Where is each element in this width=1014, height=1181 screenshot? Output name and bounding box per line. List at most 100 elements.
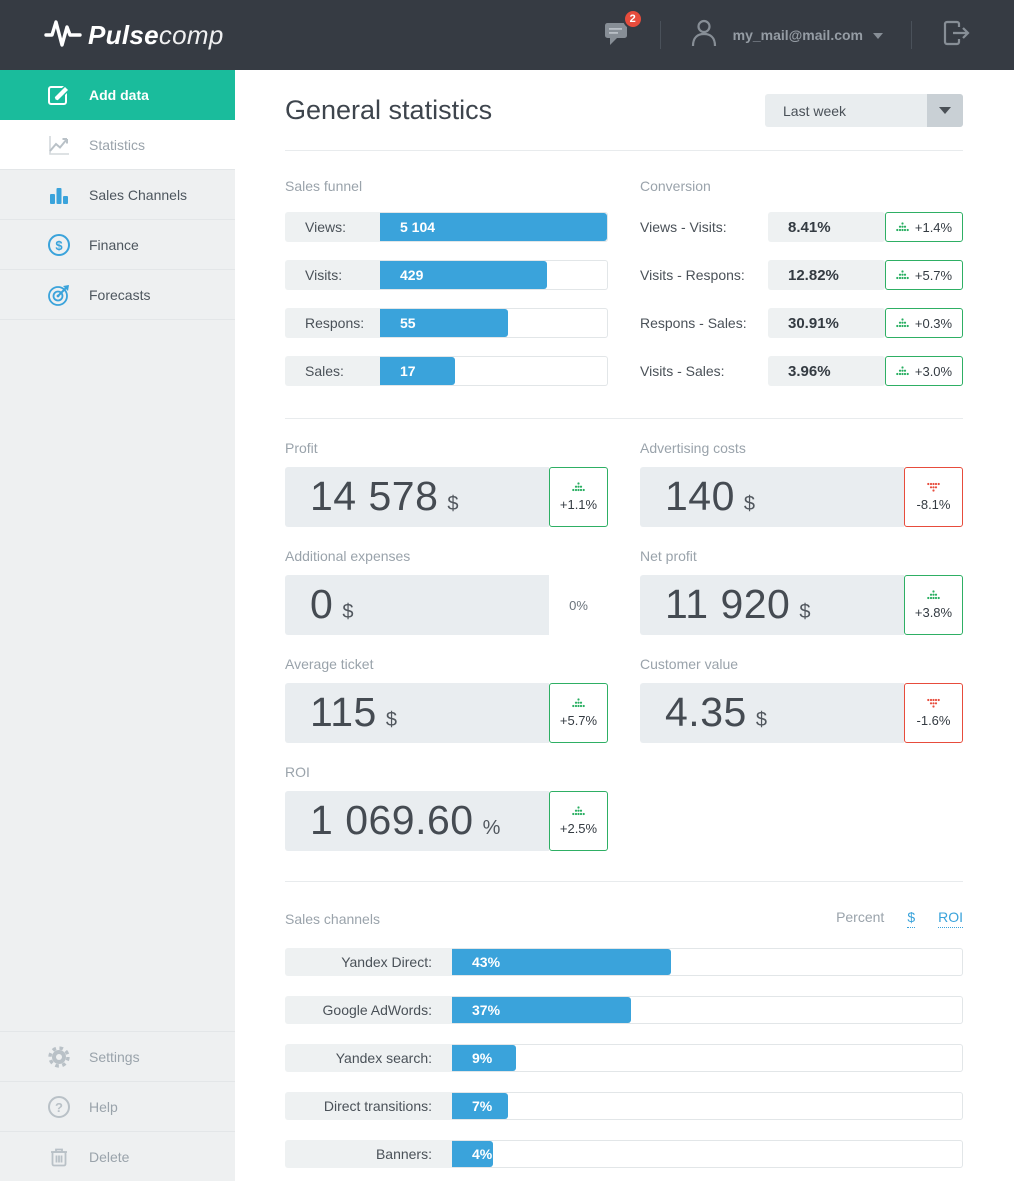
trend-delta: -1.6%	[916, 713, 951, 728]
metric-unit: %	[482, 817, 501, 839]
user-icon	[689, 17, 719, 54]
trend-badge: 0%	[549, 575, 608, 635]
trend-delta: 0%	[569, 597, 588, 613]
trend-badge: +0.3%	[885, 308, 963, 338]
channel-row: Yandex search: 9%	[285, 1044, 963, 1072]
metric-value: 14 578	[310, 473, 439, 519]
funnel-row: Sales: 17	[285, 356, 608, 386]
channel-label: Yandex Direct:	[285, 948, 452, 976]
mode-percent[interactable]: Percent	[836, 909, 885, 925]
sidebar-item-label: Delete	[89, 1148, 130, 1165]
messages-count-badge: 2	[622, 8, 643, 29]
user-menu[interactable]: my_mail@mail.com	[689, 17, 883, 54]
messages-button[interactable]: 2	[602, 8, 643, 53]
conversion-value: 30.91%	[768, 308, 885, 338]
sales-channels-section: Sales channels Percent $ ROI Yandex Dire…	[285, 909, 963, 1168]
sidebar-item-label: Help	[89, 1098, 118, 1115]
funnel-row-label: Sales:	[285, 356, 380, 386]
channel-row: Google AdWords: 37%	[285, 996, 963, 1024]
trend-up-dots-icon	[896, 270, 909, 280]
main-content: General statistics Last week Sales funne…	[235, 70, 1014, 1181]
funnel-bar-value: 17	[400, 363, 416, 379]
sidebar-item-sales-channels[interactable]: Sales Channels	[0, 170, 235, 220]
trend-delta: +2.5%	[559, 821, 598, 836]
funnel-row-label: Visits:	[285, 260, 380, 290]
trend-badge: +3.0%	[885, 356, 963, 386]
trend-up-dots-icon	[572, 482, 585, 492]
svg-text:?: ?	[55, 1100, 63, 1115]
metric-unit: $	[385, 709, 397, 731]
gear-icon	[45, 1044, 73, 1070]
channel-row: Yandex Direct: 43%	[285, 948, 963, 976]
trend-delta: +1.4%	[914, 219, 953, 235]
section-title: Conversion	[640, 178, 711, 194]
metric-value: 1 069.60	[310, 797, 474, 843]
trend-up-dots-icon	[572, 806, 585, 816]
period-select-value: Last week	[783, 102, 847, 119]
section-title: Sales funnel	[285, 178, 363, 194]
channel-bar-value: 7%	[472, 1098, 493, 1114]
sidebar-item-label: Add data	[89, 87, 149, 103]
conversion-panel: Conversion Views - Visits: 8.41% +1.4% V…	[640, 178, 963, 386]
sidebar-item-help[interactable]: ? Help	[0, 1081, 235, 1131]
section-title: Sales channels	[285, 910, 380, 927]
sidebar-item-finance[interactable]: $ Finance	[0, 220, 235, 270]
sidebar-item-forecasts[interactable]: Forecasts	[0, 270, 235, 320]
period-select-button[interactable]	[927, 94, 963, 127]
trend-badge: +5.7%	[885, 260, 963, 290]
mode-roi[interactable]: ROI	[938, 909, 963, 928]
period-select[interactable]: Last week	[765, 94, 963, 127]
question-icon: ?	[45, 1094, 73, 1120]
metric-net-profit: Net profit 11 920 $ +3.8%	[640, 548, 963, 635]
conversion-label: Visits - Sales:	[640, 363, 725, 379]
bar-chart-icon	[45, 182, 73, 208]
channel-bar-track: 7%	[452, 1092, 963, 1120]
channel-bar: 43%	[452, 949, 672, 975]
funnel-bar-track: 17	[380, 356, 608, 386]
conversion-value: 8.41%	[768, 212, 885, 242]
conversion-label: Visits - Respons:	[640, 267, 745, 283]
metric-label: Additional expenses	[285, 548, 411, 564]
conversion-label: Respons - Sales:	[640, 315, 747, 331]
chevron-down-icon	[939, 107, 951, 114]
metric-unit: $	[342, 601, 354, 623]
channel-label: Banners:	[285, 1140, 452, 1168]
funnel-bar-value: 429	[400, 267, 424, 283]
channel-bar: 9%	[452, 1045, 516, 1071]
trend-badge: +3.8%	[904, 575, 963, 635]
divider	[285, 150, 963, 151]
logo[interactable]: Pulsecomp	[44, 13, 224, 58]
sidebar-item-add-data[interactable]: Add data	[0, 70, 235, 120]
metric-unit: $	[755, 709, 767, 731]
metric-value: 4.35	[665, 689, 747, 735]
logout-icon	[940, 18, 972, 53]
user-email: my_mail@mail.com	[732, 27, 863, 43]
channel-bar: 37%	[452, 997, 631, 1023]
divider	[285, 418, 963, 419]
channel-bar-value: 4%	[472, 1146, 493, 1162]
logo-text: Pulsecomp	[88, 19, 224, 50]
mode-dollar[interactable]: $	[907, 909, 916, 928]
funnel-conversion-section: Sales funnel Views: 5 104 Visits: 429	[285, 178, 963, 386]
sidebar-item-statistics[interactable]: Statistics	[0, 120, 235, 170]
sidebar-item-settings[interactable]: Settings	[0, 1031, 235, 1081]
channel-label: Direct transitions:	[285, 1092, 452, 1120]
funnel-bar-track: 55	[380, 308, 608, 338]
sidebar-item-label: Finance	[89, 236, 139, 253]
funnel-bar-value: 5 104	[400, 219, 436, 235]
channel-bar: 4%	[452, 1141, 493, 1167]
funnel-bar-track: 429	[380, 260, 608, 290]
logout-button[interactable]	[940, 18, 972, 53]
channel-row: Direct transitions: 7%	[285, 1092, 963, 1120]
funnel-row: Visits: 429	[285, 260, 608, 290]
conversion-value: 3.96%	[768, 356, 885, 386]
line-chart-icon	[45, 132, 73, 158]
funnel-bar: 17	[380, 357, 455, 385]
metric-advertising-costs: Advertising costs 140 $ -8.1%	[640, 440, 963, 527]
conversion-row: Visits - Respons: 12.82% +5.7%	[640, 260, 963, 290]
sidebar-item-delete[interactable]: Delete	[0, 1131, 235, 1181]
separator	[659, 21, 661, 49]
metric-label: Net profit	[640, 548, 697, 564]
metric-value-box: 115 $	[285, 683, 549, 743]
